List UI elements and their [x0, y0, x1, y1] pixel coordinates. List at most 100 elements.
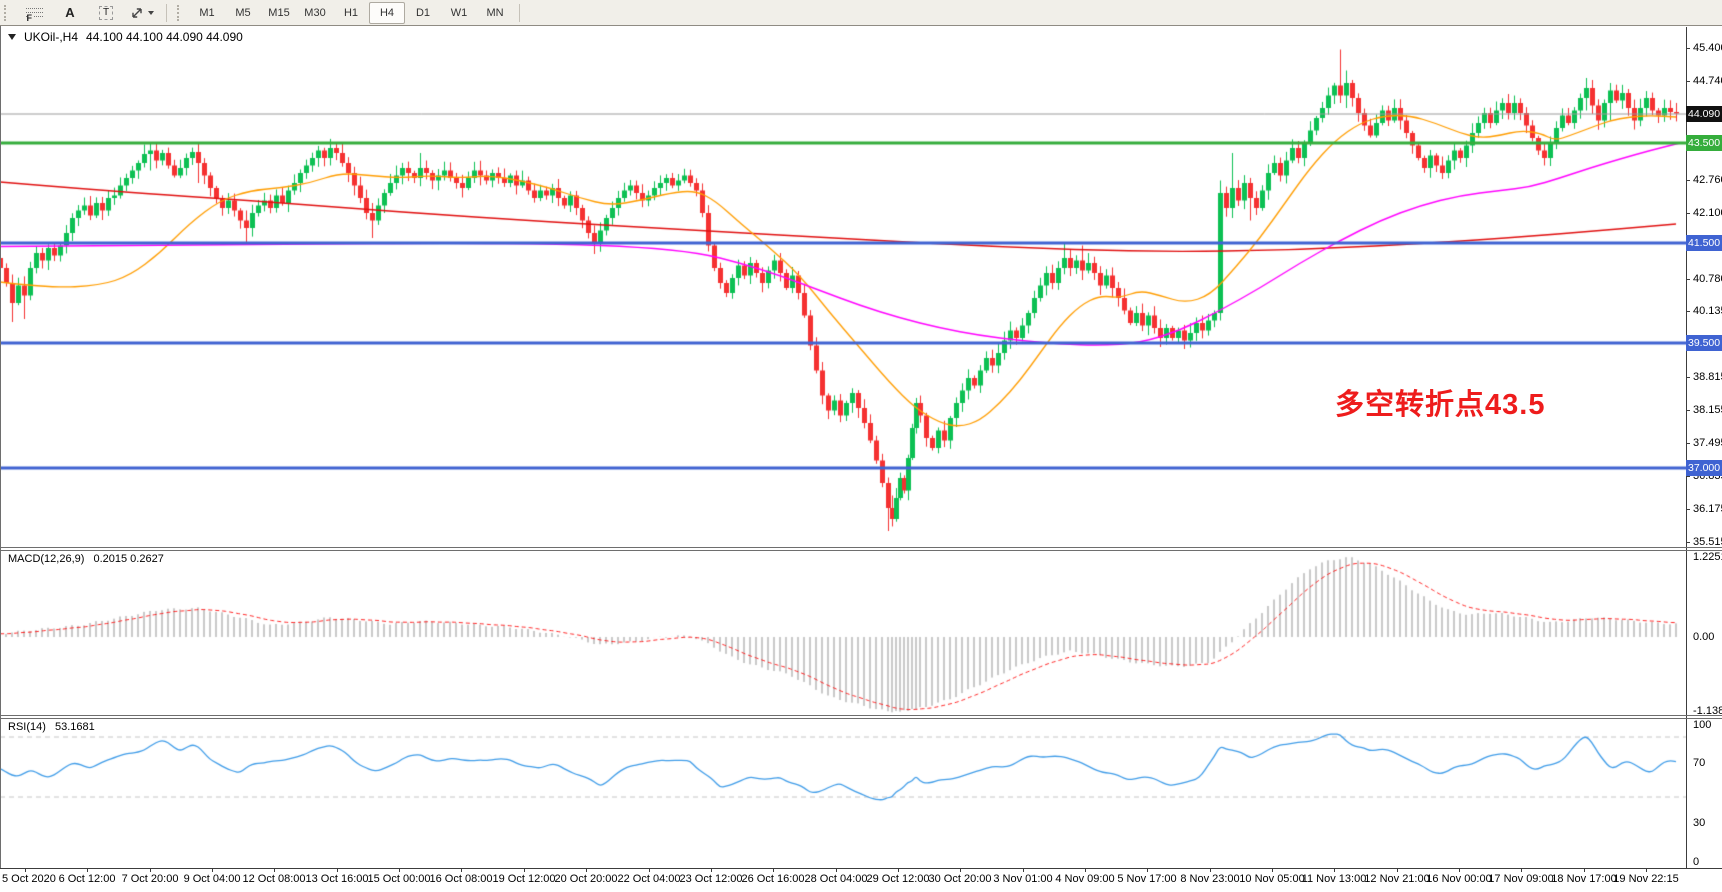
toolbar: F A T M1 M5 M15 M30 H1 H4 D1 W1 MN: [0, 0, 1722, 26]
rsi-axis-label: 100: [1693, 719, 1712, 731]
time-axis-label: 28 Oct 04:00: [804, 873, 868, 885]
price-tick-mark: [1686, 48, 1690, 49]
time-tick-mark: [1210, 868, 1211, 872]
time-tick-mark: [399, 868, 400, 872]
macd-axis-label: 1.2251: [1693, 551, 1722, 563]
time-axis-label: 20 Oct 20:00: [554, 873, 618, 885]
price-tick-mark: [1686, 542, 1690, 544]
time-axis-label: 23 Oct 12:00: [679, 873, 743, 885]
price-box-current-price: 44.090: [1686, 105, 1722, 122]
fibonacci-icon: F: [25, 5, 43, 23]
chart-left-border: [0, 26, 1, 868]
time-tick-mark: [1023, 868, 1024, 872]
panel-separator[interactable]: [0, 547, 1722, 548]
time-tick-mark: [1334, 868, 1335, 872]
price-tick-mark: [1686, 410, 1690, 412]
time-tick-mark: [1272, 868, 1273, 872]
chevron-down-icon[interactable]: [8, 34, 16, 40]
time-axis-label: 4 Nov 09:00: [1055, 873, 1115, 885]
dropdown-caret-icon: [148, 10, 154, 15]
time-axis-label: 30 Oct 20:00: [928, 873, 992, 885]
time-tick-mark: [524, 868, 525, 872]
time-axis: 5 Oct 2020 6 Oct 12:00 7 Oct 20:00 9 Oct 04…: [0, 868, 1722, 892]
price-tick-label: 35.515: [1693, 536, 1722, 549]
time-axis-label: 16 Oct 08:00: [429, 873, 493, 885]
price-tick-label: 44.740: [1693, 75, 1722, 87]
price-tick-mark: [1686, 180, 1690, 181]
timeframe-button-m5[interactable]: M5: [235, 6, 251, 19]
macd-axis-label: -1.1383: [1693, 705, 1722, 718]
time-tick-mark: [212, 868, 213, 872]
macd-indicator-label: MACD(12,26,9) 0.2015 0.2627: [8, 553, 170, 565]
rsi-axis-label: 30: [1693, 817, 1706, 829]
price-axis: 45.400 44.740 42.760 42.100 40.780 40.135 38.8…: [1686, 26, 1722, 868]
rsi-axis-label: 0: [1693, 856, 1700, 868]
macd-axis-label: 0.00: [1693, 631, 1715, 643]
price-tick-mark: [1686, 279, 1690, 280]
time-axis-label: 10 Nov 05:00: [1239, 873, 1305, 885]
time-axis-label: 19 Nov 22:15: [1613, 873, 1679, 885]
time-tick-mark: [1584, 868, 1585, 872]
arrows-icon: [132, 7, 142, 18]
timeframe-button-m30[interactable]: M30: [304, 6, 326, 19]
fibonacci-tool-button[interactable]: F: [16, 2, 52, 24]
text-icon: A: [65, 5, 75, 20]
price-tick-label: 42.100: [1693, 207, 1722, 219]
time-axis-label: 6 Oct 12:00: [58, 873, 116, 885]
timeframe-button-h4[interactable]: H4: [369, 1, 405, 24]
time-axis-label: 16 Nov 00:00: [1426, 873, 1492, 885]
chart-plot-area[interactable]: [0, 26, 1686, 868]
timeframe-button-w1[interactable]: W1: [450, 6, 468, 19]
toolbar-drag-handle[interactable]: [4, 4, 10, 21]
price-axis-line: [1686, 27, 1687, 868]
time-axis-label: 3 Nov 01:00: [993, 873, 1053, 885]
price-tick-label: 37.495: [1693, 437, 1722, 450]
arrows-tool-button[interactable]: [124, 2, 160, 24]
toolbar-drag-handle[interactable]: [177, 4, 183, 21]
time-tick-mark: [1147, 868, 1148, 872]
time-tick-mark: [25, 868, 26, 872]
rsi-name: RSI(14): [8, 721, 46, 733]
time-axis-label: 17 Nov 09:00: [1488, 873, 1554, 885]
chart-title: UKOil-,H4 44.100 44.100 44.090 44.090: [8, 30, 251, 44]
time-tick-mark: [1085, 868, 1086, 872]
rsi-indicator-label: RSI(14) 53.1681: [8, 721, 101, 733]
time-tick-mark: [150, 868, 151, 872]
text-tool-button[interactable]: A: [52, 2, 88, 24]
price-box-hline-39500: 39.500: [1686, 335, 1722, 351]
time-tick-mark: [898, 868, 899, 872]
text-label-tool-button[interactable]: T: [88, 2, 124, 24]
time-tick-mark: [1397, 868, 1398, 872]
price-tick-mark: [1686, 213, 1690, 214]
price-box-hline-37000: 37.000: [1686, 460, 1722, 476]
time-axis-label: 12 Nov 21:00: [1364, 873, 1430, 885]
time-tick-mark: [1459, 868, 1460, 872]
time-axis-label: 7 Oct 20:00: [121, 873, 179, 885]
timeframe-button-d1[interactable]: D1: [415, 6, 431, 19]
panel-separator[interactable]: [0, 715, 1722, 716]
price-tick-mark: [1686, 81, 1690, 82]
price-tick-label: 42.760: [1693, 174, 1722, 186]
timeframe-button-mn[interactable]: MN: [486, 6, 504, 19]
price-tick-mark: [1686, 311, 1690, 313]
macd-name: MACD(12,26,9): [8, 553, 85, 565]
toolbar-separator: [166, 3, 167, 22]
time-axis-label: 13 Oct 16:00: [305, 873, 369, 885]
time-tick-mark: [960, 868, 961, 872]
price-tick-mark: [1686, 476, 1690, 478]
timeframe-button-m1[interactable]: M1: [199, 6, 215, 19]
panel-separator: [0, 550, 1722, 551]
time-tick-mark: [711, 868, 712, 872]
timeframe-button-h1[interactable]: H1: [343, 6, 359, 19]
time-axis-label: 15 Oct 00:00: [367, 873, 431, 885]
macd-values: 0.2015 0.2627: [93, 553, 164, 565]
ohlc-values: 44.100 44.100 44.090 44.090: [86, 30, 243, 44]
time-tick-mark: [649, 868, 650, 872]
chart-text-annotation[interactable]: 多空转折点43.5: [1335, 389, 1546, 421]
time-tick-mark: [87, 868, 88, 872]
rsi-value: 53.1681: [54, 721, 95, 733]
time-tick-mark: [274, 868, 275, 872]
timeframe-button-m15[interactable]: M15: [268, 6, 290, 19]
time-tick-mark: [337, 868, 338, 872]
price-tick-mark: [1686, 443, 1690, 445]
